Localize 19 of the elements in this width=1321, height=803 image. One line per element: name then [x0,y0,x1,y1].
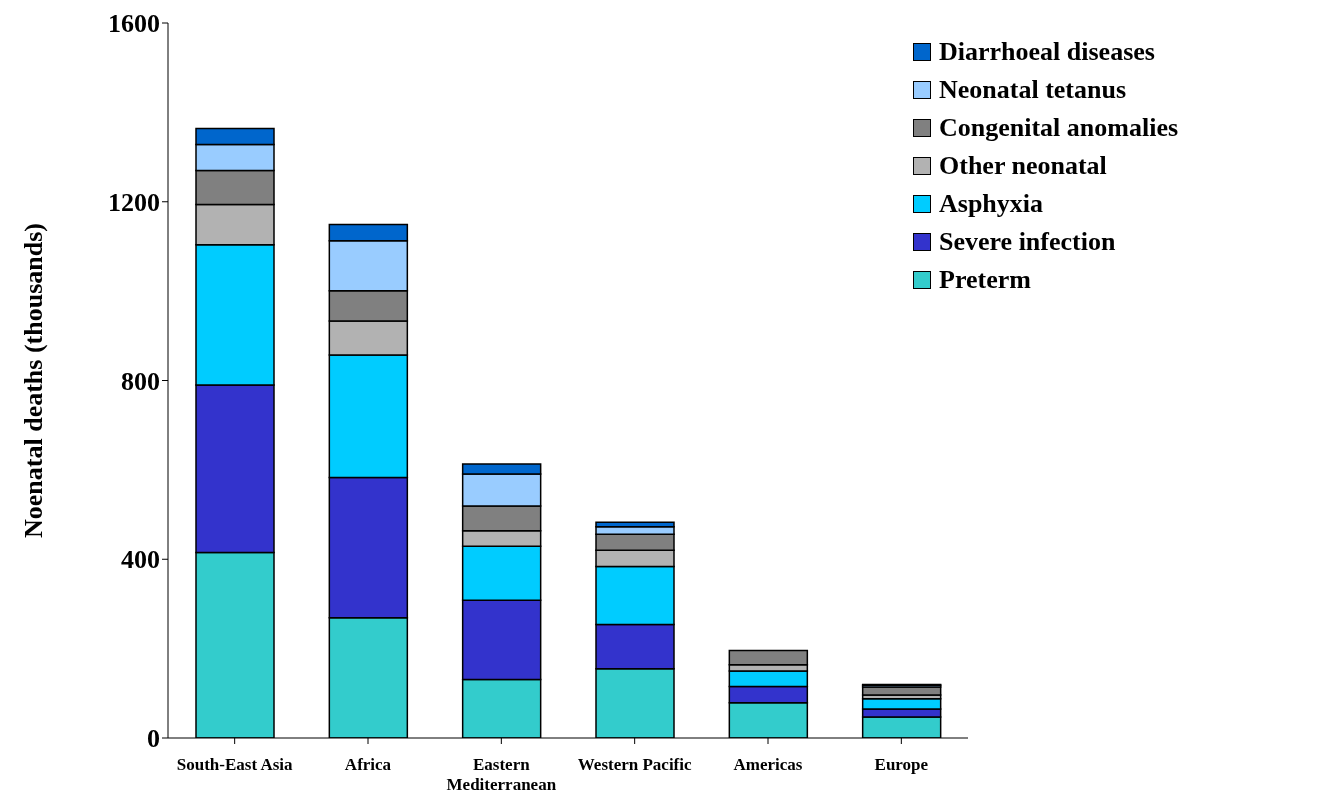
legend-label: Neonatal tetanus [939,75,1127,105]
x-tick-label: Africa [344,755,392,774]
y-tick-label: 400 [121,545,160,575]
y-tick-label: 1600 [108,9,160,39]
x-tick-label: South-East Asia [176,755,294,774]
legend-label: Other neonatal [939,151,1107,181]
legend-label: Diarrhoeal diseases [939,37,1155,67]
legend-label: Severe infection [939,227,1116,257]
x-tick-label: Eastern Mediterranean [446,755,557,794]
legend-label: Asphyxia [939,189,1044,219]
x-tick-label: Western Pacific [577,755,692,774]
y-tick-label: 0 [147,724,160,754]
x-tick-label: Europe [874,755,929,774]
legend-label: Preterm [939,265,1031,295]
y-tick-label: 800 [121,366,160,396]
y-tick-label: 1200 [108,187,160,217]
x-tick-label: Americas [733,755,803,774]
legend-label: Congenital anomalies [939,113,1179,143]
y-axis-title: Noenatal deaths (thousands) [19,223,49,538]
